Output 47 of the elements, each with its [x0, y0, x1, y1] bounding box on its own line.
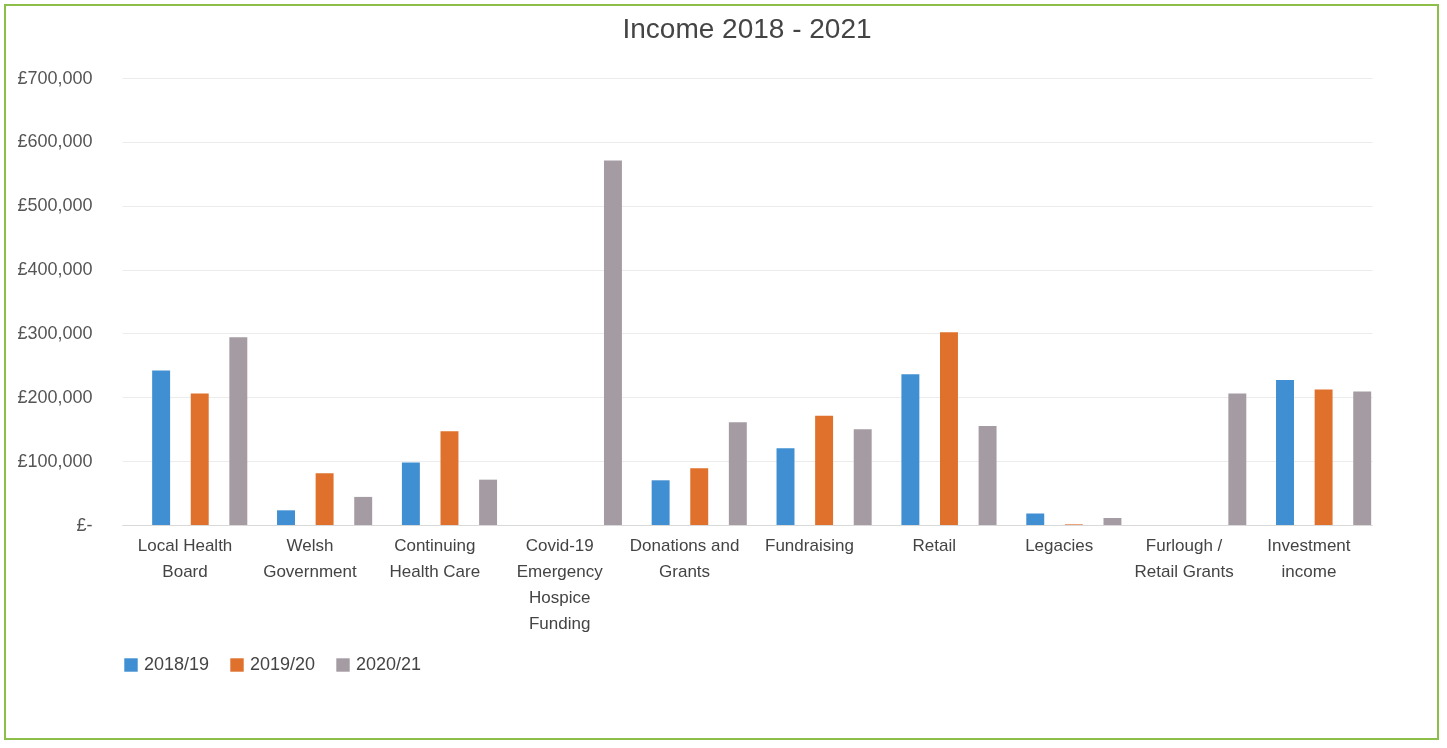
bar — [1314, 389, 1333, 525]
x-tick-label: Continuing Health Care — [389, 535, 481, 581]
bar — [815, 415, 834, 525]
bar — [1353, 391, 1372, 525]
bar — [1228, 393, 1247, 525]
bar — [315, 473, 334, 525]
y-tick-label: £100,000 — [17, 450, 93, 471]
y-tick-label: £300,000 — [17, 322, 93, 343]
x-tick-label: Covid-19 Emergency Hospice Funding — [516, 535, 604, 633]
x-tick-label: Legacies — [1025, 535, 1094, 555]
x-tick-label: Welsh Government — [263, 535, 357, 581]
bar — [152, 370, 171, 525]
bar — [401, 462, 420, 525]
bar — [190, 393, 209, 525]
bar — [853, 429, 872, 525]
y-tick-label: £- — [76, 514, 93, 535]
legend-label: 2018/19 — [144, 654, 210, 674]
chart-title: Income 2018 - 2021 — [622, 13, 872, 44]
y-tick-label: £400,000 — [17, 259, 93, 280]
bar — [277, 510, 295, 525]
bar — [978, 426, 997, 525]
x-tick-label: Furlough / Retail Grants — [1134, 535, 1234, 581]
bar — [940, 332, 958, 525]
bar — [1103, 517, 1122, 525]
bar — [901, 374, 920, 525]
y-tick-label: £200,000 — [17, 386, 93, 407]
bar — [1026, 513, 1045, 525]
legend-label: 2019/20 — [250, 654, 316, 674]
bar — [1276, 380, 1294, 525]
x-tick-label: Local Health Board — [137, 535, 233, 581]
bar — [728, 422, 747, 525]
bar — [479, 479, 498, 525]
x-tick-label: Donations and Grants — [629, 535, 740, 581]
y-tick-label: £500,000 — [17, 195, 93, 216]
x-tick-label: Fundraising — [765, 535, 854, 555]
bar — [651, 480, 670, 525]
bar — [690, 468, 709, 525]
x-tick-label: Investment income — [1267, 535, 1351, 581]
bar — [776, 448, 795, 525]
bar — [440, 431, 459, 525]
y-tick-label: £600,000 — [17, 131, 93, 152]
bar — [603, 160, 622, 525]
bar — [354, 496, 373, 525]
x-tick-label: Retail — [912, 535, 957, 555]
legend-label: 2020/21 — [356, 654, 422, 674]
y-tick-label: £700,000 — [17, 67, 93, 88]
bar — [229, 337, 248, 525]
